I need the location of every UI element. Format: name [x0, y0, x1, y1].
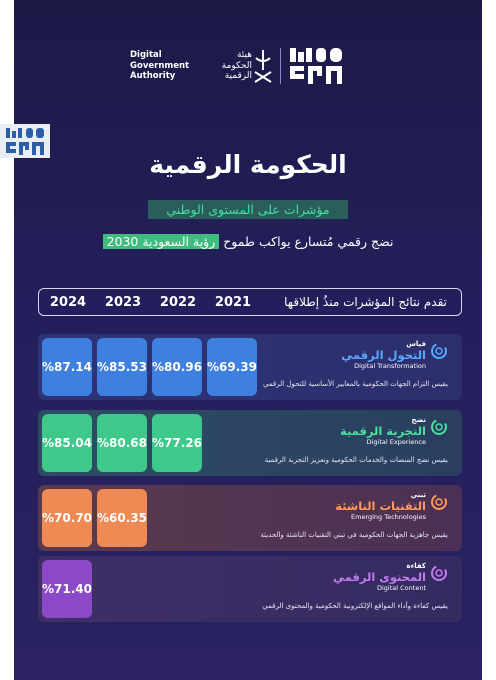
indicator-row-emerging-technologies: %70.70 %60.35 تبني التقنيات الناشئة Emer… [38, 485, 462, 551]
indicator-name-ar: التقنيات الناشئة [335, 499, 426, 513]
indicator-name-en: Digital Content [377, 584, 426, 592]
ring-icon [431, 565, 447, 581]
tagline-highlight: رؤية السعودية 2030 [102, 234, 220, 249]
tagline: نضج رقمي مُتسارع يواكب طموح رؤية السعودي… [14, 234, 482, 249]
dga-name-en-line: Digital [130, 50, 162, 60]
dga-logo-icon [254, 50, 272, 83]
indicator-info: كفاءة المحتوى الرقمي Digital Content يقي… [252, 562, 448, 610]
indicator-name-en: Emerging Technologies [351, 513, 426, 521]
years-header: 2024 2023 2022 2021 تقدم نتائج المؤشرات … [38, 288, 462, 316]
indicator-name-ar: المحتوى الرقمي [333, 570, 426, 584]
spa-logo-icon [290, 48, 342, 84]
indicator-kicker: قياس [406, 340, 426, 348]
indicator-kicker: كفاءة [406, 562, 426, 570]
indicator-desc: يقيس كفاءة وأداء المواقع الإلكترونية الح… [262, 602, 448, 610]
value-box: %87.14 [42, 338, 92, 396]
ring-icon [431, 343, 447, 359]
indicator-name-en: Digital Experience [366, 438, 426, 446]
subtitle: مؤشرات على المستوى الوطني [148, 200, 348, 219]
dga-name-ar-line: الرقمية [224, 71, 252, 81]
indicator-name-ar: التجربة الرقمية [339, 424, 426, 438]
dga-name-en: Digital Government Authority [130, 50, 189, 82]
value-box: %85.53 [97, 338, 147, 396]
spa-watermark-icon [0, 124, 50, 158]
year-label: 2023 [104, 295, 142, 310]
years-caption: تقدم نتائج المؤشرات منذُ إطلاقها [284, 295, 447, 309]
value-box: %80.68 [97, 414, 147, 472]
indicator-row-digital-transformation: %87.14 %85.53 %80.96 %69.39 قياس التحول … [38, 334, 462, 400]
value-box: %77.26 [152, 414, 202, 472]
value-box: %70.70 [42, 489, 92, 547]
ring-icon [431, 494, 447, 510]
value-box: %85.04 [42, 414, 92, 472]
dga-name-en-line: Authority [130, 71, 176, 81]
indicator-desc: يقيس جاهزية الجهات الحكومية في تبني التق… [260, 531, 448, 539]
indicator-info: نضج التجربة الرقمية Digital Experience ي… [252, 416, 448, 464]
indicator-kicker: تبني [410, 491, 426, 499]
indicator-row-digital-experience: %85.04 %80.68 %77.26 نضج التجربة الرقمية… [38, 410, 462, 476]
infographic-card: Digital Government Authority هيئة الحكوم… [14, 0, 482, 680]
dga-name-ar-line: الحكومة [221, 60, 252, 71]
indicator-info: تبني التقنيات الناشئة Emerging Technolog… [252, 491, 448, 539]
logo-divider [280, 48, 281, 84]
year-label: 2021 [214, 295, 252, 310]
indicator-desc: يقيس التزام الجهات الحكومية بالمعايير ال… [263, 380, 448, 388]
dga-name-ar: هيئة الحكومة الرقمية [206, 50, 252, 82]
indicator-row-digital-content: %71.40 كفاءة المحتوى الرقمي Digital Cont… [38, 556, 462, 622]
value-box: %80.96 [152, 338, 202, 396]
page-title: الحكومة الرقمية [149, 150, 347, 179]
tagline-text: نضج رقمي مُتسارع يواكب طموح [223, 234, 394, 249]
indicator-desc: يقيس نضج المنصات والخدمات الحكومية وتعزي… [264, 456, 448, 464]
ring-icon [431, 419, 447, 435]
value-box: %60.35 [97, 489, 147, 547]
dga-name-en-line: Government [130, 60, 190, 71]
indicator-name-ar: التحول الرقمي [341, 348, 426, 362]
year-label: 2024 [49, 295, 87, 310]
value-box: %69.39 [207, 338, 257, 396]
header: Digital Government Authority هيئة الحكوم… [14, 42, 482, 102]
indicator-name-en: Digital Transformation [354, 362, 426, 370]
dga-name-ar-line: هيئة [236, 50, 252, 60]
value-box: %71.40 [42, 560, 92, 618]
subtitle-wrap: مؤشرات على المستوى الوطني [14, 199, 482, 219]
year-label: 2022 [159, 295, 197, 310]
indicator-kicker: نضج [411, 416, 426, 424]
indicator-info: قياس التحول الرقمي Digital Transformatio… [252, 340, 448, 388]
